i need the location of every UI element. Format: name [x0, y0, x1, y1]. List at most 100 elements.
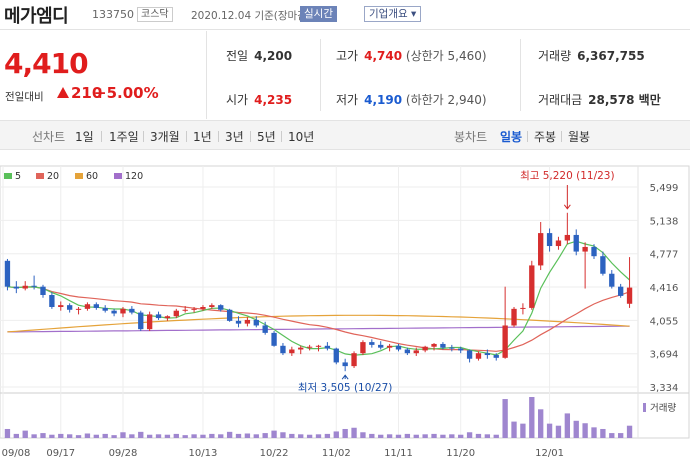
candle-body [440, 343, 446, 348]
volume-bar [413, 434, 419, 438]
candle-body [289, 349, 295, 354]
volume-legend-swatch [643, 403, 646, 412]
tab-1d[interactable]: 1일 [75, 130, 94, 144]
tab-weekly[interactable]: 주봉 [534, 130, 557, 144]
volume-bar [235, 433, 242, 438]
volume-bar [431, 433, 437, 438]
stat-value: 4,235 [254, 93, 293, 107]
volume-bar [493, 434, 499, 438]
annotation-low-arrow [341, 374, 349, 380]
volume-bar [49, 434, 55, 438]
x-tick-label: 10/13 [189, 448, 218, 459]
volume-bar [40, 433, 46, 438]
candle-body [129, 308, 135, 313]
candle-body [315, 345, 322, 347]
candle-body [146, 314, 153, 330]
candle-body [271, 332, 277, 346]
candle-body [182, 309, 188, 311]
candle-body [404, 349, 411, 354]
y-tick-label: 3,334 [650, 383, 679, 394]
volume-bar [573, 420, 579, 438]
realtime-button[interactable]: 실시간 [300, 6, 337, 22]
stat-label: 시가 [226, 93, 249, 107]
divider [320, 39, 321, 111]
company-overview-dropdown[interactable]: 기업개요 ▾ [364, 6, 422, 22]
stat-amount: 거래대금 28,578 백만 [538, 91, 661, 108]
candle-body [449, 347, 455, 349]
ma60-line [7, 314, 630, 333]
candle-body [618, 286, 624, 296]
divider [281, 131, 282, 142]
volume-bar [342, 428, 348, 438]
volume-bar [120, 432, 126, 438]
quote-stats: 전일 4,200 시가 4,235 고가 4,740 (상한가 5,460) 저가 4,… [208, 31, 690, 119]
volume-bar [582, 423, 588, 438]
volume-bar [218, 434, 224, 438]
legend-swatch [4, 173, 12, 179]
tab-3m[interactable]: 3개월 [150, 130, 180, 144]
x-tick-label: 09/17 [46, 448, 75, 459]
tab-1y[interactable]: 1년 [193, 130, 212, 144]
candle-body [22, 285, 28, 289]
volume-bar [520, 423, 526, 438]
candle-body [164, 316, 171, 319]
lower-limit: (하한가 2,940) [405, 93, 487, 107]
volume-bar [22, 430, 28, 438]
tab-5y[interactable]: 5년 [257, 130, 276, 144]
volume-bar [253, 434, 259, 438]
stat-label: 거래량 [538, 49, 572, 63]
candle-body [75, 308, 82, 310]
tab-monthly[interactable]: 월봉 [568, 130, 591, 144]
candle-chart-label: 봉차트 [454, 130, 488, 144]
volume-bar [4, 428, 11, 438]
stock-name: 메가엠디 [4, 6, 69, 27]
candle-body [458, 348, 464, 351]
stat-label: 전일 [226, 49, 249, 63]
x-tick-label: 11/11 [384, 448, 413, 459]
volume-bar [422, 434, 428, 438]
legend-swatch [36, 173, 44, 179]
volume-bar [378, 434, 384, 438]
legend-swatch [75, 173, 83, 179]
candle-body [262, 325, 268, 333]
candle-body [13, 286, 19, 289]
stat-label: 고가 [336, 49, 359, 63]
divider [143, 131, 144, 142]
tab-daily[interactable]: 일봉 [500, 130, 523, 144]
candle-body [360, 342, 366, 354]
change-label: 전일대비 [5, 91, 44, 103]
candle-body [173, 310, 179, 317]
candle-body [40, 286, 46, 295]
tab-3y[interactable]: 3년 [225, 130, 244, 144]
volume-bar [386, 434, 393, 438]
volume-bar [609, 433, 615, 438]
volume-bar [191, 434, 197, 438]
tab-10y[interactable]: 10년 [288, 130, 315, 144]
volume-bar [31, 434, 37, 438]
candle-body [609, 273, 615, 287]
volume-bar [298, 434, 304, 438]
volume-bar [529, 397, 535, 438]
volume-bar [262, 433, 268, 438]
candle-body [529, 265, 535, 308]
volume-bar [538, 409, 544, 438]
volume-bar [289, 433, 295, 438]
volume-bar [555, 425, 562, 438]
candle-body [520, 307, 526, 309]
divider [561, 131, 562, 142]
volume-bar [564, 413, 571, 438]
volume-bar [146, 434, 153, 438]
candle-body [378, 344, 384, 348]
y-tick-label: 4,777 [650, 250, 679, 261]
volume-bar [404, 433, 411, 438]
candle-body [191, 308, 197, 310]
stat-value: 6,367,755 [577, 49, 645, 63]
candle-body [226, 309, 233, 321]
percent-change: +5.00% [94, 84, 159, 102]
stat-label: 거래대금 [538, 93, 583, 107]
volume-bar [164, 434, 171, 438]
candle-body [538, 233, 544, 266]
tab-1w[interactable]: 1주일 [109, 130, 139, 144]
candle-body [218, 305, 224, 310]
candle-body [58, 305, 64, 307]
